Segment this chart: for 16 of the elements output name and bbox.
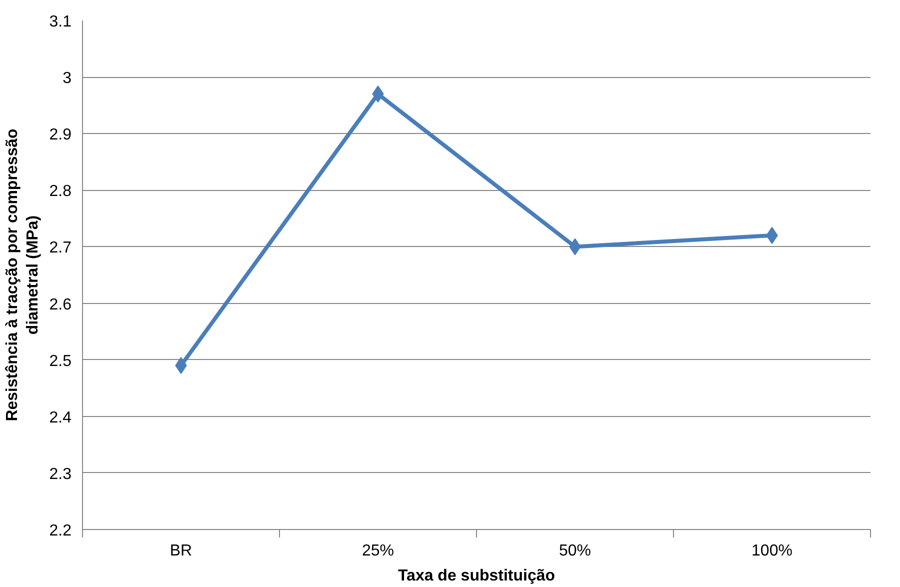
y-tick-label: 2.4 [49,409,72,426]
x-tick-label: 50% [558,542,592,560]
y-tick-label: 2.6 [49,296,72,314]
y-tick-label: 2.2 [49,522,72,540]
x-tick-label: 100% [752,542,792,560]
y-tick-label: 2.8 [49,183,72,200]
y-tick-label: 2.3 [49,466,72,483]
y-tick-label: 2.7 [49,240,72,257]
y-tick-label: 3.1 [49,14,72,30]
y-tick-label: 3 [62,70,72,88]
x-tick-label: BR [170,542,192,560]
y-axis-title: Resistência à tracção por compressão diametral (MPa) [4,128,42,422]
y-tick-label: 2.5 [49,352,72,370]
x-tick-label: 25% [362,542,394,560]
x-axis-title: Taxa de substituição [398,568,556,584]
y-tick-label: 2.9 [49,126,72,144]
